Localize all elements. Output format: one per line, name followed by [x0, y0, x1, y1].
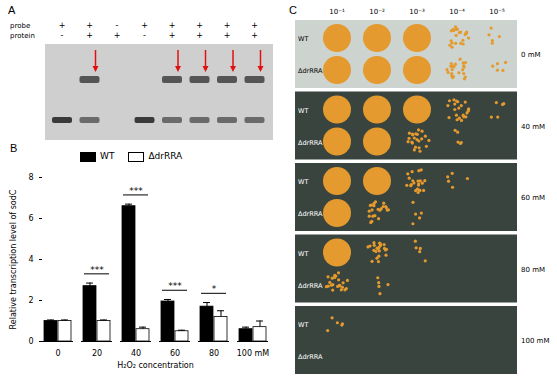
svg-text:10⁻⁵: 10⁻⁵ — [489, 8, 505, 16]
svg-text:20: 20 — [92, 349, 102, 358]
svg-text:10⁻²: 10⁻² — [369, 8, 385, 16]
svg-text:ΔdrRRA: ΔdrRRA — [298, 210, 323, 218]
svg-text:100 mM: 100 mM — [237, 349, 270, 358]
svg-text:***: *** — [129, 186, 143, 196]
svg-text:+: + — [196, 31, 203, 40]
svg-text:ΔdrRRA: ΔdrRRA — [298, 139, 323, 147]
svg-text:WT: WT — [298, 35, 308, 43]
svg-text:protein: protein — [10, 32, 35, 40]
svg-text:+: + — [169, 21, 176, 30]
svg-text:100 mM: 100 mM — [521, 337, 549, 345]
svg-text:***: *** — [168, 281, 182, 291]
svg-text:+: + — [224, 31, 231, 40]
svg-text:+: + — [224, 21, 231, 30]
svg-text:ΔdrRRA: ΔdrRRA — [298, 282, 323, 290]
html-text:WT: WT — [100, 151, 115, 161]
svg-text:60: 60 — [170, 349, 180, 358]
svg-text:+: + — [59, 21, 66, 30]
svg-text:40: 40 — [131, 349, 141, 358]
svg-text:-: - — [143, 31, 146, 40]
svg-text:ΔdrRRA: ΔdrRRA — [298, 353, 323, 361]
svg-text:ΔdrRRA: ΔdrRRA — [298, 67, 323, 75]
html-text:ΔdrRRA: ΔdrRRA — [148, 151, 183, 161]
svg-text:WT: WT — [298, 321, 308, 329]
svg-text:40 mM: 40 mM — [521, 123, 545, 131]
svg-text:-: - — [116, 21, 119, 30]
svg-text:*: * — [212, 284, 217, 294]
svg-text:10⁻⁴: 10⁻⁴ — [449, 8, 465, 16]
svg-text:WT: WT — [298, 178, 308, 186]
svg-text:60 mM: 60 mM — [521, 194, 545, 202]
svg-text:10⁻³: 10⁻³ — [409, 8, 425, 16]
svg-text:80 mM: 80 mM — [521, 266, 545, 274]
svg-text:0: 0 — [28, 337, 33, 346]
svg-text:0 mM: 0 mM — [521, 51, 541, 59]
svg-text:+: + — [251, 31, 258, 40]
svg-text:probe: probe — [10, 22, 30, 30]
svg-text:+: + — [86, 31, 93, 40]
svg-text:6: 6 — [28, 214, 33, 223]
svg-text:***: *** — [90, 265, 104, 275]
svg-text:A: A — [8, 4, 16, 16]
svg-text:+: + — [169, 31, 176, 40]
svg-text:WT: WT — [298, 107, 308, 115]
svg-text:4: 4 — [28, 255, 33, 264]
svg-text:+: + — [114, 31, 121, 40]
svg-text:0: 0 — [55, 349, 60, 358]
svg-text:+: + — [86, 21, 93, 30]
svg-text:+: + — [196, 21, 203, 30]
svg-text:Relative transcription level o: Relative transcription level of sodC — [9, 189, 18, 329]
svg-text:C: C — [289, 4, 297, 16]
svg-text:8: 8 — [28, 173, 33, 182]
html-text:B: B — [10, 142, 18, 154]
svg-text:2: 2 — [28, 296, 33, 305]
svg-text:H₂O₂ concentration: H₂O₂ concentration — [117, 361, 194, 370]
svg-text:-: - — [61, 31, 64, 40]
svg-text:80: 80 — [209, 349, 219, 358]
svg-text:WT: WT — [298, 250, 308, 258]
svg-text:+: + — [141, 21, 148, 30]
svg-text:10⁻¹: 10⁻¹ — [329, 8, 345, 16]
svg-text:+: + — [251, 21, 258, 30]
